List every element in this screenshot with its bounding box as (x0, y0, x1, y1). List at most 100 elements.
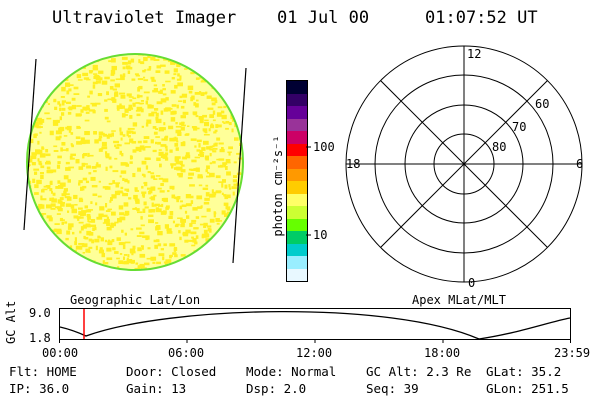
aurora-speckle (217, 81, 222, 84)
aurora-speckle (68, 223, 74, 228)
aurora-speckle (193, 227, 198, 230)
aurora-speckle (231, 186, 237, 189)
aurora-speckle (176, 198, 179, 203)
aurora-speckle (53, 150, 59, 152)
aurora-speckle (47, 240, 53, 244)
aurora-speckle (33, 54, 39, 56)
aurora-speckle (240, 231, 243, 235)
aurora-speckle (180, 115, 186, 119)
aurora-speckle (127, 60, 132, 65)
aurora-speckle (49, 188, 53, 192)
aurora-speckle (218, 232, 222, 235)
aurora-speckle (70, 132, 74, 135)
aurora-speckle (28, 221, 32, 225)
aurora-speckle (95, 245, 98, 251)
aurora-speckle (162, 178, 169, 183)
aurora-speckle (249, 165, 252, 167)
aurora-speckle (190, 55, 196, 60)
aurora-speckle (57, 208, 63, 212)
aurora-speckle (158, 253, 165, 257)
aurora-speckle (160, 98, 167, 103)
aurora-speckle (210, 241, 213, 245)
aurora-speckle (112, 247, 116, 251)
colorbar-band (287, 143, 307, 156)
earth-limb (26, 53, 244, 271)
aurora-speckle (50, 180, 53, 185)
aurora-speckle (225, 205, 228, 210)
aurora-speckle (38, 204, 45, 209)
aurora-speckle (63, 135, 68, 137)
aurora-speckle (130, 228, 134, 231)
aurora-speckle (151, 79, 156, 82)
colorbar-band (287, 193, 307, 206)
aurora-speckle (158, 177, 164, 180)
aurora-speckle (114, 221, 119, 224)
aurora-speckle (75, 113, 82, 117)
aurora-speckle (216, 249, 219, 252)
aurora-speckle (62, 57, 69, 62)
aurora-speckle (150, 175, 155, 179)
aurora-speckle (158, 204, 162, 207)
aurora-speckle (227, 151, 232, 153)
aurora-speckle (132, 173, 136, 178)
aurora-speckle (179, 205, 183, 210)
aurora-speckle (162, 256, 165, 261)
aurora-speckle (39, 153, 46, 158)
aurora-speckle (108, 182, 113, 185)
aurora-speckle (28, 80, 31, 85)
aurora-speckle (56, 213, 61, 215)
aurora-speckle (98, 236, 101, 239)
aurora-speckle (192, 111, 198, 115)
aurora-speckle (202, 114, 207, 118)
aurora-speckle (68, 258, 73, 261)
aurora-speckle (213, 212, 217, 215)
aurora-speckle (116, 105, 123, 109)
aurora-speckle (150, 172, 155, 175)
aurora-speckle (43, 51, 46, 54)
aurora-speckle (242, 211, 243, 216)
aurora-speckle (188, 269, 191, 270)
aurora-speckle (222, 121, 225, 123)
aurora-speckle (31, 237, 37, 241)
aurora-speckle (190, 96, 194, 102)
aurora-speckle (45, 153, 51, 157)
aurora-speckle (63, 63, 67, 67)
aurora-speckle (249, 95, 252, 98)
aurora-speckle (165, 148, 168, 152)
aurora-speckle (28, 222, 31, 226)
aurora-speckle (158, 149, 162, 151)
aurora-speckle (239, 89, 243, 92)
aurora-speckle (79, 262, 84, 267)
colorbar-band (287, 81, 307, 94)
mlt-label-12: 12 (467, 47, 482, 61)
aurora-speckle (34, 171, 38, 175)
aurora-speckle (203, 72, 207, 74)
aurora-speckle (145, 100, 148, 105)
aurora-speckle (177, 173, 183, 176)
aurora-speckle (110, 197, 113, 201)
aurora-speckle (238, 120, 242, 125)
aurora-speckle (179, 200, 183, 203)
aurora-speckle (246, 81, 252, 85)
aurora-speckle (104, 76, 110, 80)
aurora-speckle (22, 194, 24, 198)
aurora-speckle (195, 127, 200, 130)
aurora-speckle (64, 221, 68, 224)
aurora-speckle (233, 161, 237, 164)
aurora-speckle (119, 253, 123, 255)
aurora-speckle (209, 162, 213, 165)
aurora-speckle (107, 208, 112, 211)
aurora-speckle (60, 147, 63, 152)
aurora-speckle (173, 68, 178, 73)
aurora-speckle (78, 166, 84, 170)
aurora-speckle (114, 182, 120, 184)
aurora-speckle (59, 182, 66, 187)
aurora-speckle (213, 214, 216, 218)
aurora-speckle (99, 54, 104, 55)
aurora-speckle (36, 80, 40, 85)
aurora-speckle (106, 247, 112, 252)
aurora-speckle (226, 78, 231, 82)
aurora-speckle (111, 130, 116, 132)
aurora-speckle (175, 125, 182, 128)
aurora-speckle (223, 63, 229, 68)
